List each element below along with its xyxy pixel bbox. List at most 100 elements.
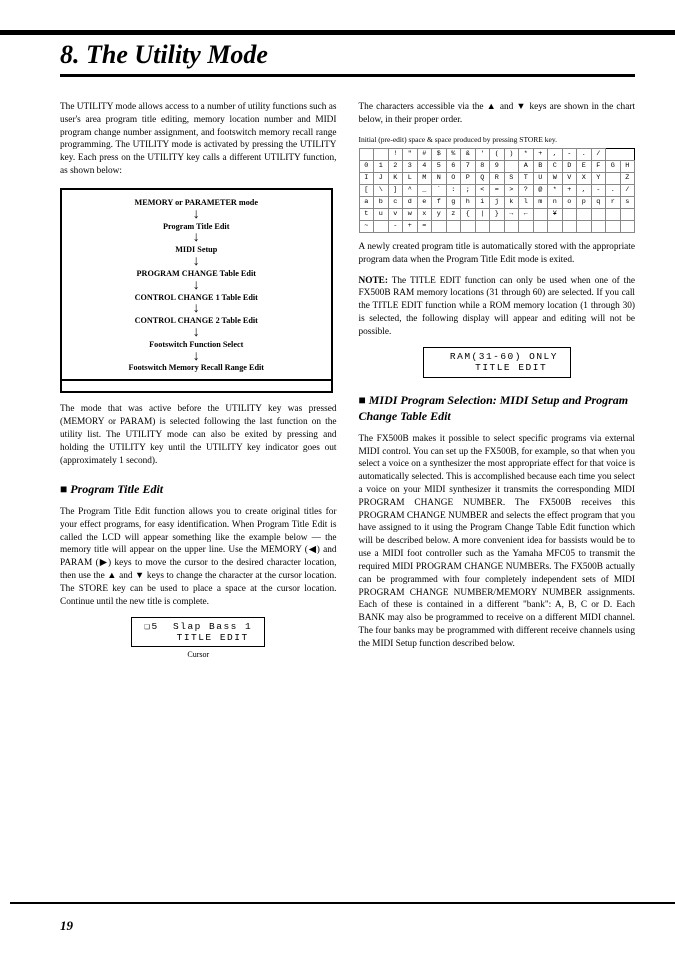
char-cell: H [620, 161, 635, 173]
char-cell [591, 221, 606, 233]
char-cell: a [359, 197, 374, 209]
arrow-down-icon: ↓ [193, 352, 200, 362]
char-cell: C [548, 161, 563, 173]
char-cell: A [519, 161, 534, 173]
char-cell: + [403, 221, 418, 233]
flow-list: MEMORY or PARAMETER mode↓Program Title E… [62, 198, 331, 373]
char-cell: f [432, 197, 447, 209]
char-cell [548, 221, 563, 233]
section-body-midi: The FX500B makes it possible to select s… [359, 433, 636, 651]
char-cell: ) [504, 149, 519, 161]
char-cell: P [461, 173, 476, 185]
char-cell: t [359, 209, 374, 221]
char-cell: * [519, 149, 534, 161]
char-cell: ! [388, 149, 403, 161]
arrow-down-icon: ↓ [193, 233, 200, 243]
cursor-label: Cursor [60, 649, 337, 660]
char-cell: Q [475, 173, 490, 185]
char-cell: → [504, 209, 519, 221]
char-cell: 7 [461, 161, 476, 173]
intro-text: The UTILITY mode allows access to a numb… [60, 101, 337, 178]
columns: The UTILITY mode allows access to a numb… [60, 101, 635, 668]
char-cell: \ [374, 185, 389, 197]
char-cell: D [562, 161, 577, 173]
char-cell: . [606, 185, 621, 197]
char-cell: S [504, 173, 519, 185]
char-cell: I [359, 173, 374, 185]
char-cell: = [490, 185, 505, 197]
char-cell: X [577, 173, 592, 185]
arrow-down-icon: ↓ [193, 210, 200, 220]
char-cell: / [620, 185, 635, 197]
note-block: NOTE: The TITLE EDIT function can only b… [359, 275, 636, 339]
char-cell: = [417, 221, 432, 233]
char-cell: j [490, 197, 505, 209]
char-cell [374, 149, 389, 161]
char-cell: M [417, 173, 432, 185]
char-cell: ; [461, 185, 476, 197]
char-cell: x [417, 209, 432, 221]
char-cell: < [475, 185, 490, 197]
char-cell: / [591, 149, 606, 161]
char-cell: ' [475, 149, 490, 161]
char-cell: u [374, 209, 389, 221]
char-cell [475, 221, 490, 233]
char-cell: , [548, 149, 563, 161]
char-cell: h [461, 197, 476, 209]
char-cell: + [562, 185, 577, 197]
char-cell: @ [533, 185, 548, 197]
char-cell: 4 [417, 161, 432, 173]
char-cell: _ [417, 185, 432, 197]
bottom-rule [10, 902, 675, 904]
char-cell: 3 [403, 161, 418, 173]
char-cell [461, 221, 476, 233]
char-cell: m [533, 197, 548, 209]
char-cell: e [417, 197, 432, 209]
chapter-title: 8. The Utility Mode [60, 40, 635, 77]
char-cell: ^ [403, 185, 418, 197]
section-body-program-title-edit: The Program Title Edit function allows y… [60, 506, 337, 609]
char-cell: g [446, 197, 461, 209]
char-cell: p [577, 197, 592, 209]
flow-return-line [62, 379, 331, 391]
char-cell [606, 209, 621, 221]
char-cell: # [417, 149, 432, 161]
char-cell: 8 [475, 161, 490, 173]
char-cell: y [432, 209, 447, 221]
char-cell: ← [519, 209, 534, 221]
char-cell [606, 221, 621, 233]
char-cell: & [461, 149, 476, 161]
arrow-down-icon: ↓ [193, 304, 200, 314]
char-cell: G [606, 161, 621, 173]
char-cell: w [403, 209, 418, 221]
char-cell [533, 209, 548, 221]
char-cell [446, 221, 461, 233]
char-cell [577, 221, 592, 233]
char-cell: 9 [490, 161, 505, 173]
char-cell: . [577, 149, 592, 161]
lcd-example-1: ❏5 Slap Bass 1 TITLE EDIT [131, 617, 265, 648]
char-cell: 6 [446, 161, 461, 173]
char-cell: J [374, 173, 389, 185]
note-label: NOTE: [359, 276, 388, 286]
char-cell: - [591, 185, 606, 197]
char-cell: E [577, 161, 592, 173]
char-cell: [ [359, 185, 374, 197]
char-cell [359, 149, 374, 161]
right-column: The characters accessible via the ▲ and … [359, 101, 636, 668]
char-cell: 5 [432, 161, 447, 173]
section-heading-midi: MIDI Program Selection: MIDI Setup and P… [359, 392, 636, 425]
char-cell: ¥ [548, 209, 563, 221]
char-cell: 2 [388, 161, 403, 173]
char-cell: F [591, 161, 606, 173]
char-cell: " [403, 149, 418, 161]
char-cell: ( [490, 149, 505, 161]
char-cell: c [388, 197, 403, 209]
char-cell: ` [432, 185, 447, 197]
char-cell: d [403, 197, 418, 209]
page: 8. The Utility Mode The UTILITY mode all… [0, 0, 675, 954]
char-cell: r [606, 197, 621, 209]
char-cell [374, 221, 389, 233]
arrow-down-icon: ↓ [193, 328, 200, 338]
char-cell: N [432, 173, 447, 185]
